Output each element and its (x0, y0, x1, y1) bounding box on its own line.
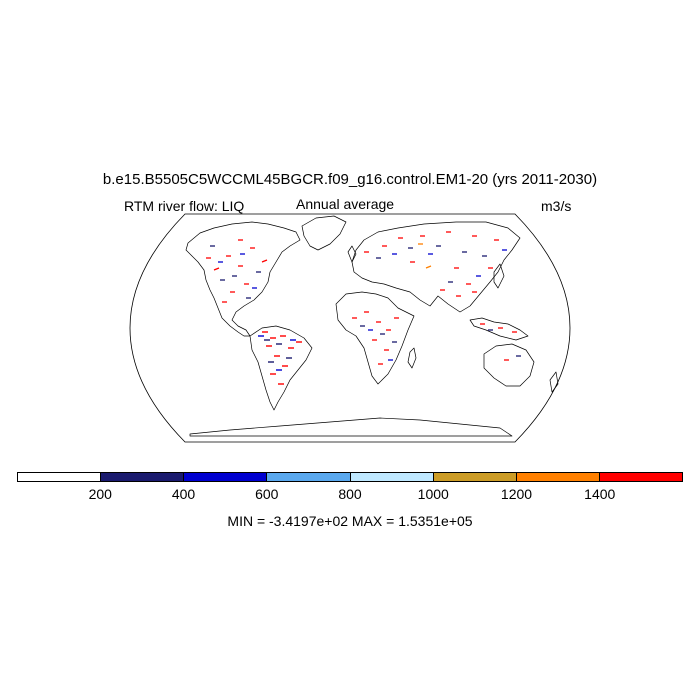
colorbar-tick-label: 1200 (500, 486, 533, 502)
river-cell (261, 259, 268, 263)
map-boundary (129, 213, 571, 443)
colorbar-cell (350, 473, 434, 481)
colorbar-tick-label: 200 (88, 486, 112, 502)
variable-label: RTM river flow: LIQ (124, 198, 245, 214)
coastline-japan (493, 263, 505, 289)
river-cell (213, 267, 220, 271)
colorbar-tick-label: 1000 (417, 486, 449, 502)
colorbar-cell (101, 473, 185, 481)
river-cell (425, 265, 432, 269)
colorbar-cell (18, 473, 102, 481)
coastline-south-america (249, 325, 313, 411)
coastline-antarctica (189, 417, 513, 437)
river-flow-cells (206, 231, 521, 385)
coastlines (185, 215, 559, 437)
colorbar-cell (267, 473, 351, 481)
colorbar-cell (184, 473, 268, 481)
coastline-indonesia (469, 317, 529, 341)
colorbar-tick-label: 800 (338, 486, 362, 502)
coastline-new-zealand (549, 371, 559, 393)
units-label: m3/s (541, 198, 572, 214)
colorbar-tick-label: 1400 (584, 486, 616, 502)
average-label: Annual average (296, 196, 395, 212)
coastline-north-america (185, 221, 301, 337)
coastline-africa (335, 291, 415, 385)
min-max-label: MIN = -3.4197e+02 MAX = 1.5351e+05 (227, 513, 473, 529)
coastline-madagascar (407, 347, 417, 369)
coastline-australia (483, 343, 535, 387)
colorbar (17, 472, 683, 482)
colorbar-tick-label: 600 (255, 486, 279, 502)
colorbar-cell (433, 473, 517, 481)
coastline-eurasia (351, 221, 521, 313)
coastline-greenland (301, 215, 347, 251)
colorbar-cell (599, 473, 682, 481)
plot-title: b.e15.B5505C5WCCML45BGCR.f09_g16.control… (102, 171, 598, 188)
colorbar-tick-label: 400 (171, 486, 196, 502)
coastline-uk (347, 245, 357, 263)
colorbar-cell (516, 473, 600, 481)
